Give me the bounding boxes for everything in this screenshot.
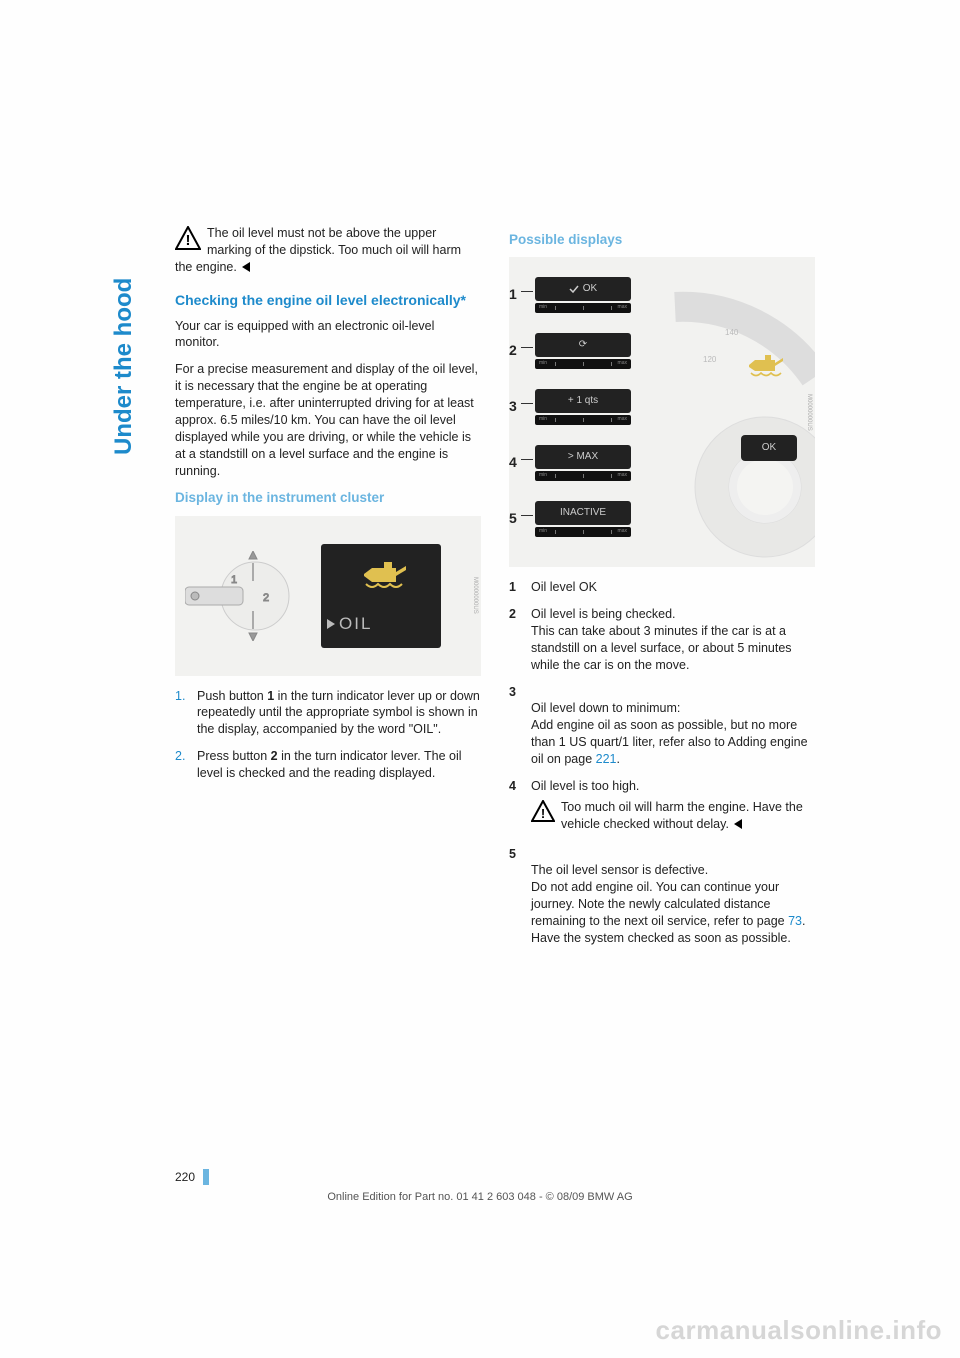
- definition-text-pre: The oil level sensor is defective. Do no…: [531, 863, 788, 928]
- definitions-list: 1 Oil level OK 2 Oil level is being chec…: [509, 579, 815, 947]
- page-number: 220: [175, 1170, 195, 1184]
- minibox-text: > MAX: [568, 450, 598, 464]
- oil-can-icon: [321, 554, 441, 599]
- definition-key: 4: [509, 778, 531, 836]
- callout-leader: [521, 515, 533, 516]
- turn-indicator-lever-icon: 2 1: [185, 551, 295, 641]
- callout-label: 1: [509, 285, 517, 304]
- definition-text: Oil level is too high.: [531, 778, 815, 795]
- callout-label: 2: [509, 341, 517, 360]
- heading-possible-displays: Possible displays: [509, 231, 815, 249]
- page-number-tick-icon: [203, 1169, 209, 1185]
- display-minibox: INACTIVE minmax: [535, 501, 631, 537]
- minibox-text: OK: [583, 282, 597, 296]
- definition-item: 4 Oil level is too high. ! Too much oil …: [509, 778, 815, 836]
- left-column: ! The oil level must not be above the up…: [175, 225, 481, 957]
- para-monitor: Your car is equipped with an electronic …: [175, 318, 481, 352]
- step-bold: 2: [271, 749, 278, 763]
- display-oil-word: OIL: [339, 613, 372, 636]
- definition-key: 3: [509, 684, 531, 768]
- definition-key: 5: [509, 846, 531, 947]
- ok-chip: OK: [741, 435, 797, 461]
- end-triangle-icon: [734, 817, 743, 834]
- para-precise: For a precise measurement and display of…: [175, 361, 481, 479]
- definition-key: 1: [509, 579, 531, 596]
- definition-body: Oil level OK: [531, 579, 815, 596]
- right-column: Possible displays 120 140 OK 1 OK minmax: [509, 225, 815, 957]
- definition-key: 2: [509, 606, 531, 674]
- display-minibox: + 1 qts minmax: [535, 389, 631, 425]
- definition-item: 2 Oil level is being checked. This can t…: [509, 606, 815, 674]
- definition-item: 3 Oil level down to minimum: Add engine …: [509, 684, 815, 768]
- callout-leader: [521, 347, 533, 348]
- svg-text:120: 120: [703, 355, 717, 364]
- display-screen: OIL: [321, 544, 441, 648]
- figure-instrument-cluster: 2 1 OIL M0000000US: [175, 516, 481, 676]
- definition-item: 5 The oil level sensor is defective. Do …: [509, 846, 815, 947]
- content-area: ! The oil level must not be above the up…: [175, 225, 815, 957]
- definition-body: Oil level is being checked. This can tak…: [531, 606, 815, 674]
- definition-item: 1 Oil level OK: [509, 579, 815, 596]
- warning-text: The oil level must not be above the uppe…: [175, 226, 461, 274]
- oil-can-yellow-icon: [743, 349, 787, 388]
- callout-label: 5: [509, 509, 517, 528]
- svg-text:2: 2: [263, 592, 269, 604]
- figure-code: M0000000US: [469, 522, 479, 670]
- steps-list: 1. Push button 1 in the turn indicator l…: [175, 688, 481, 782]
- display-minibox: OK minmax: [535, 277, 631, 313]
- svg-text:1: 1: [231, 574, 237, 586]
- page-number-row: 220: [175, 1169, 209, 1185]
- definition-body: The oil level sensor is defective. Do no…: [531, 846, 815, 947]
- callout-label: 3: [509, 397, 517, 416]
- heading-display-cluster: Display in the instrument cluster: [175, 489, 481, 507]
- definition-body: Oil level down to minimum: Add engine oi…: [531, 684, 815, 768]
- minibox-text: + 1 qts: [568, 394, 598, 408]
- warning-icon: !: [531, 800, 555, 827]
- step-text-pre: Push button: [197, 689, 267, 703]
- warning-text: Too much oil will harm the engine. Have …: [561, 800, 803, 831]
- footer-text: Online Edition for Part no. 01 41 2 603 …: [0, 1191, 960, 1203]
- heading-checking-oil: Checking the engine oil level electronic…: [175, 291, 481, 310]
- end-triangle-icon: [242, 260, 251, 277]
- warning-note-1: ! The oil level must not be above the up…: [175, 225, 481, 277]
- warning-icon: !: [175, 226, 201, 255]
- callout-leader: [521, 291, 533, 292]
- watermark-text: carmanualsonline.info: [656, 1315, 942, 1346]
- step-number: 1.: [175, 688, 185, 705]
- minibox-text: INACTIVE: [560, 506, 606, 520]
- callout-leader: [521, 403, 533, 404]
- definition-text-pre: Oil level down to minimum: Add engine oi…: [531, 701, 808, 766]
- display-minibox: ⟳ minmax: [535, 333, 631, 369]
- step-item: 2. Press button 2 in the turn indicator …: [175, 748, 481, 782]
- warning-note-inline: ! Too much oil will harm the engine. Hav…: [531, 799, 815, 834]
- svg-text:!: !: [186, 232, 191, 249]
- play-triangle-icon: [327, 617, 335, 634]
- figure-code: M0000000US: [803, 263, 813, 561]
- display-minibox: > MAX minmax: [535, 445, 631, 481]
- step-item: 1. Push button 1 in the turn indicator l…: [175, 688, 481, 739]
- gauge-background-icon: 120 140: [615, 257, 815, 567]
- definition-text-post: .: [617, 752, 620, 766]
- step-number: 2.: [175, 748, 185, 765]
- check-icon: [569, 284, 579, 294]
- step-text-pre: Press button: [197, 749, 271, 763]
- page-reference-link[interactable]: 221: [596, 752, 617, 766]
- section-side-tab: Under the hood: [110, 225, 140, 455]
- definition-body: Oil level is too high. ! Too much oil wi…: [531, 778, 815, 836]
- figure-possible-displays: 120 140 OK 1 OK minmax 2 ⟳ minmax 3: [509, 257, 815, 567]
- page-reference-link[interactable]: 73: [788, 914, 802, 928]
- svg-text:!: !: [541, 806, 545, 821]
- minibox-text: ⟳: [579, 338, 587, 352]
- callout-leader: [521, 459, 533, 460]
- svg-text:140: 140: [725, 328, 739, 337]
- callout-label: 4: [509, 453, 517, 472]
